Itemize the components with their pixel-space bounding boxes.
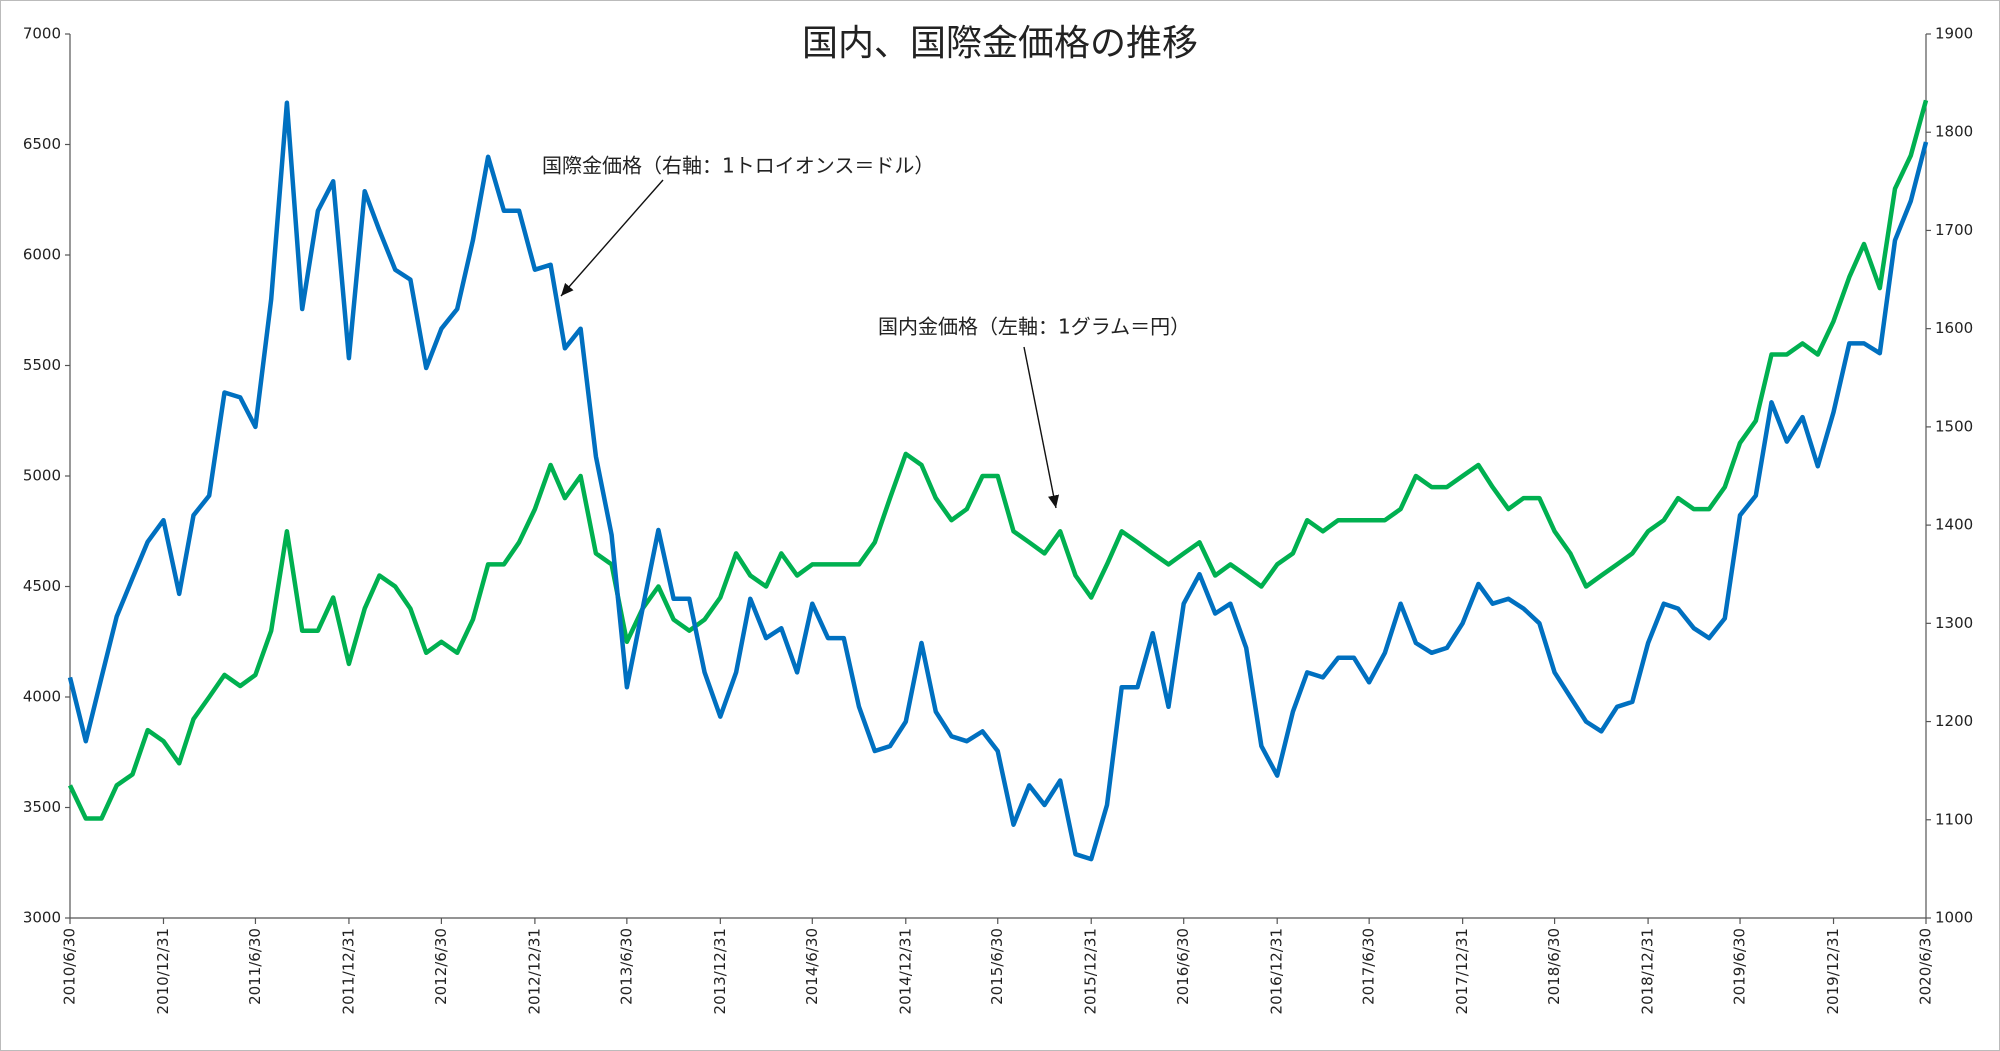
y-tick-label: 3000	[23, 909, 61, 927]
x-tick-label: 2018/12/31	[1639, 928, 1657, 1014]
y-tick-label: 4000	[23, 688, 61, 706]
x-tick-label: 2019/12/31	[1824, 928, 1842, 1014]
x-tick-label: 2013/12/31	[711, 928, 729, 1014]
line-series	[67, 99, 1929, 821]
annotation-arrow	[1023, 346, 1060, 509]
annotation: 国内金価格（左軸：1グラム＝円）	[878, 315, 1190, 339]
y2-tick-label: 1600	[1935, 319, 1973, 337]
plot-area: 3000 3500 4000 4500 5000 5500 6000 6500 7000 1000…	[23, 25, 1973, 1015]
x-tick-label: 2014/12/31	[896, 928, 914, 1014]
y2-tick-label: 1900	[1935, 25, 1973, 43]
y-tick-label: 6000	[23, 246, 61, 264]
x-tick-label: 2011/6/30	[246, 928, 264, 1005]
y2-tick-label: 1700	[1935, 221, 1973, 239]
x-tick-label: 2011/12/31	[339, 928, 357, 1014]
annotation-arrow	[560, 179, 664, 297]
x-tick-label: 2019/6/30	[1731, 928, 1749, 1005]
x-tick-label: 2012/6/30	[432, 928, 450, 1005]
y2-tick-label: 1800	[1935, 123, 1973, 141]
x-tick-label: 2010/6/30	[61, 928, 79, 1005]
y-tick-label: 6500	[23, 135, 61, 153]
annotation: 国際金価格（右軸：1トロイオンス＝ドル）	[542, 154, 934, 178]
y-tick-label: 4500	[23, 577, 61, 595]
x-tick-label: 2018/6/30	[1545, 928, 1563, 1005]
x-tick-label: 2016/12/31	[1268, 928, 1286, 1014]
y2-tick-label: 1100	[1935, 810, 1973, 828]
y2-tick-label: 1200	[1935, 712, 1973, 730]
y-tick-label: 3500	[23, 798, 61, 816]
y-tick-label: 7000	[23, 25, 61, 43]
x-tick-label: 2016/6/30	[1174, 928, 1192, 1005]
x-tick-label: 2015/6/30	[988, 928, 1006, 1005]
x-tick-label: 2014/6/30	[803, 928, 821, 1005]
line-series	[67, 100, 1929, 862]
x-tick-label: 2012/12/31	[525, 928, 543, 1014]
y-tick-label: 5500	[23, 356, 61, 374]
x-tick-label: 2020/6/30	[1917, 928, 1935, 1005]
y2-tick-label: 1500	[1935, 417, 1973, 435]
x-tick-label: 2017/12/31	[1453, 928, 1471, 1014]
chart-title: 国内、国際金価格の推移	[802, 23, 1198, 64]
x-tick-label: 2013/6/30	[617, 928, 635, 1005]
x-tick-label: 2010/12/31	[154, 928, 172, 1014]
y-tick-label: 5000	[23, 467, 61, 485]
y2-tick-label: 1400	[1935, 516, 1973, 534]
x-tick-label: 2015/12/31	[1082, 928, 1100, 1014]
y2-tick-label: 1300	[1935, 614, 1973, 632]
y2-tick-label: 1000	[1935, 909, 1973, 927]
x-tick-label: 2017/6/30	[1360, 928, 1378, 1005]
